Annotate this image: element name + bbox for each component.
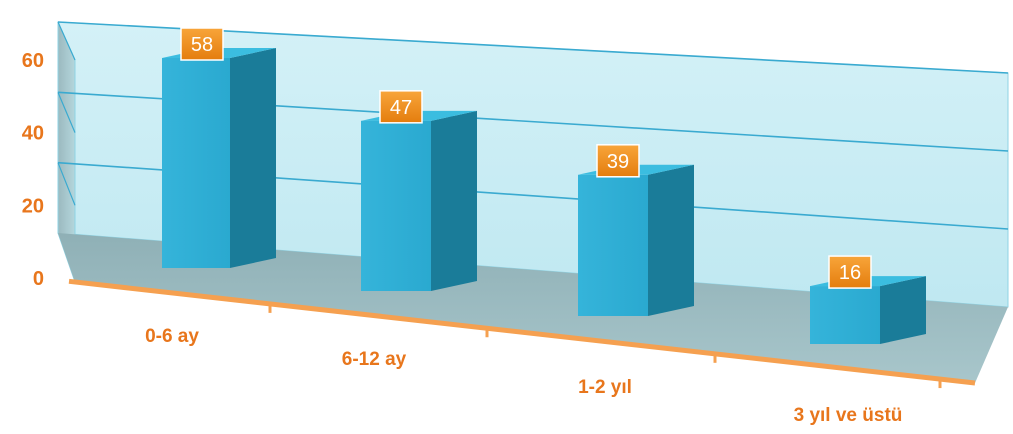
bar-side bbox=[648, 164, 694, 316]
data-label: 16 bbox=[839, 262, 861, 284]
x-tick-label: 6-12 ay bbox=[342, 349, 407, 370]
data-label: 39 bbox=[607, 151, 629, 173]
bar-side bbox=[880, 276, 926, 344]
x-axis-line bbox=[68, 278, 976, 386]
x-tick-label: 3 yıl ve üstü bbox=[794, 405, 903, 426]
data-label: 58 bbox=[191, 34, 213, 56]
gridline bbox=[57, 21, 76, 61]
y-tick-label: 40 bbox=[22, 123, 44, 145]
data-label: 47 bbox=[390, 97, 412, 119]
bar-side bbox=[230, 48, 276, 268]
bar bbox=[810, 286, 880, 344]
y-tick-label: 20 bbox=[22, 195, 44, 217]
y-tick-label: 60 bbox=[22, 50, 44, 72]
data-label-box bbox=[379, 90, 423, 124]
chart-floor bbox=[58, 233, 1008, 383]
y-tick-label: 0 bbox=[33, 268, 44, 290]
x-tick-label: 1-2 yıl bbox=[578, 377, 632, 398]
bar bbox=[162, 58, 230, 268]
x-tick-label: 0-6 ay bbox=[145, 326, 199, 347]
bar bbox=[361, 120, 431, 292]
bar bbox=[578, 174, 648, 316]
data-label-box bbox=[180, 27, 224, 61]
data-label-box bbox=[596, 144, 640, 178]
gridline bbox=[57, 92, 76, 133]
data-label-box bbox=[828, 255, 872, 289]
bar-side bbox=[431, 110, 477, 292]
gridline bbox=[57, 162, 76, 206]
